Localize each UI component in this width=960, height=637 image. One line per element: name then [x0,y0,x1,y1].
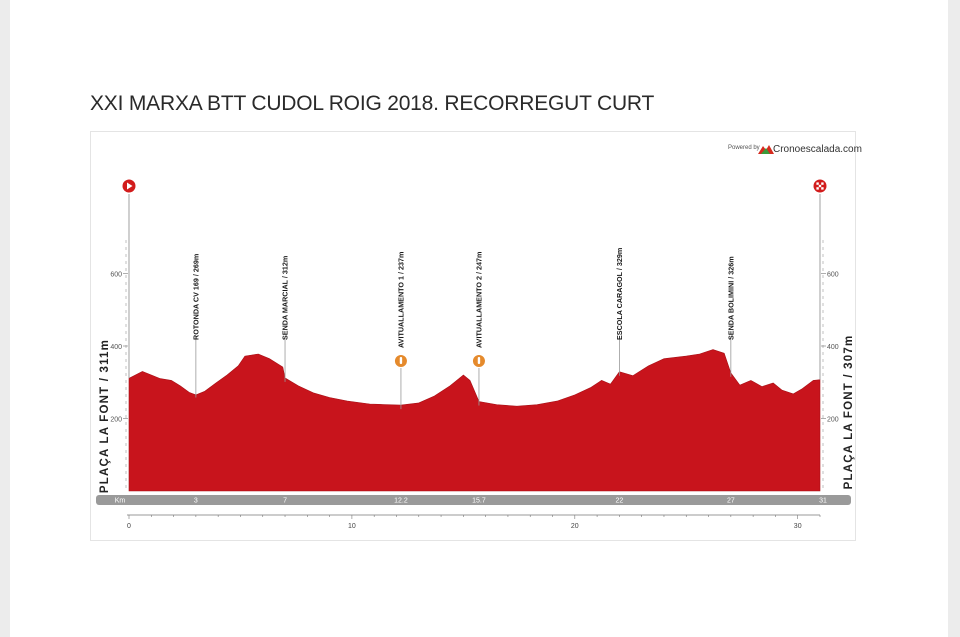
feed-bottle-icon [477,357,481,364]
mountain-logo-icon [758,145,774,154]
km-bar-label: 12.2 [394,498,408,505]
km-bar-label: 27 [727,498,735,505]
finish-check [816,182,819,185]
y-tick-label-left: 400 [110,344,122,351]
finish-check [821,187,824,190]
x-tick-label: 20 [571,523,579,530]
waypoint-label: ESCOLA CARAGOL / 329m [615,248,624,340]
brand-link[interactable]: Cronoescalada.com [773,144,862,155]
waypoint-label: SENDA BOLIMINI / 326m [726,256,735,340]
waypoint-label: AVITUALLAMENTO 2 / 247m [474,252,483,348]
start-play-triangle [127,182,133,190]
finish-location-label: PLAÇA LA FONT / 307m [843,335,855,490]
x-tick-label: 0 [127,523,131,530]
elevation-area [128,349,821,492]
km-bar-label: 22 [615,498,623,505]
y-tick-label-right: 600 [827,272,839,279]
km-bar-unit: Km [115,498,126,505]
x-tick-label: 10 [348,523,356,530]
km-bar [96,495,851,505]
waypoint-label: SENDA MARCIAL / 312m [281,256,290,340]
finish-check [821,182,824,185]
feed-bottle-icon [399,357,403,364]
x-tick-label: 30 [794,523,802,530]
y-tick-label-right: 200 [827,417,839,424]
finish-check [818,184,822,188]
km-bar-label: 15.7 [472,498,486,505]
powered-by-label: Powered by [728,145,760,151]
waypoint-label: ROTONDA CV 169 / 269m [191,254,200,340]
y-tick-label-left: 200 [110,417,122,424]
chart-frame [90,131,856,541]
start-location-label: PLAÇA LA FONT / 311m [99,339,111,493]
km-bar-label: 31 [819,498,827,505]
km-bar-label: 7 [283,498,287,505]
finish-check [816,187,819,190]
km-bar-label: 3 [194,498,198,505]
y-tick-label-left: 600 [110,272,122,279]
page-background [10,0,948,637]
page-title: XXI MARXA BTT CUDOL ROIG 2018. RECORREGU… [90,92,655,115]
waypoint-label: AVITUALLAMENTO 1 / 237m [396,252,405,348]
y-tick-label-right: 400 [827,344,839,351]
